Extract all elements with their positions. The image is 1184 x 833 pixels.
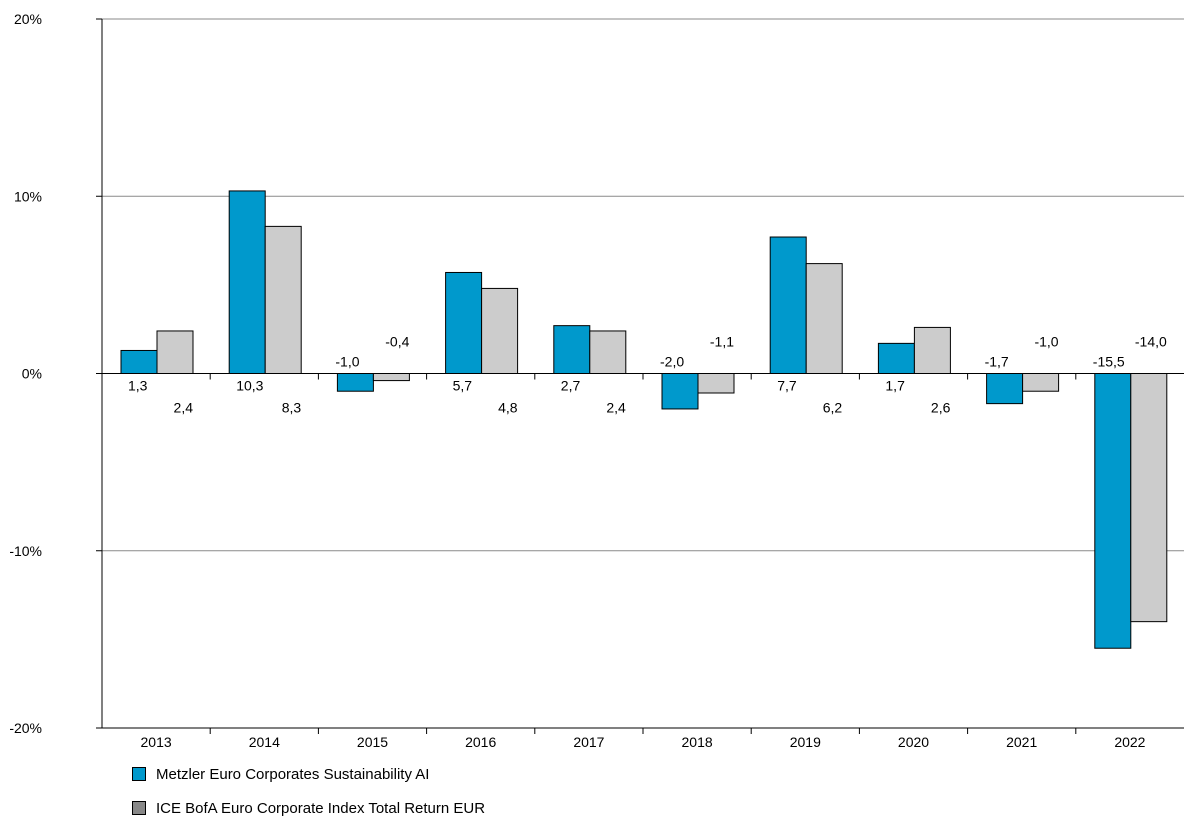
legend-item-metzler: Metzler Euro Corporates Sustainability A… — [132, 765, 485, 783]
bar-ice-bofa-2021 — [1022, 373, 1060, 392]
data-label-metzler-2015: -1,0 — [335, 354, 359, 370]
x-tick-label-2018: 2018 — [682, 734, 713, 750]
bar-metzler-2015 — [336, 373, 374, 392]
data-label-ice-bofa-2018: -1,1 — [710, 334, 734, 350]
bar-metzler-2018 — [661, 373, 699, 410]
x-tick-label-2021: 2021 — [1006, 734, 1037, 750]
data-label-ice-bofa-2017: 2,4 — [606, 400, 626, 416]
bar-metzler-2020 — [877, 342, 915, 374]
bar-metzler-2016 — [445, 271, 483, 374]
data-label-metzler-2018: -2,0 — [660, 354, 684, 370]
y-tick-label: -10% — [9, 543, 42, 559]
data-label-metzler-2020: 1,7 — [885, 378, 905, 394]
bar-ice-bofa-2022 — [1130, 373, 1168, 623]
x-tick-label-2014: 2014 — [249, 734, 280, 750]
bar-metzler-2022 — [1094, 373, 1132, 649]
data-label-ice-bofa-2013: 2,4 — [174, 400, 194, 416]
data-label-ice-bofa-2015: -0,4 — [385, 334, 409, 350]
data-label-metzler-2019: 7,7 — [777, 378, 797, 394]
y-tick-label: 0% — [22, 366, 42, 382]
legend: Metzler Euro Corporates Sustainability A… — [132, 765, 485, 833]
bar-ice-bofa-2017 — [589, 330, 627, 374]
data-label-ice-bofa-2020: 2,6 — [931, 400, 951, 416]
y-tick-label: 20% — [14, 11, 42, 27]
bar-ice-bofa-2015 — [372, 373, 410, 382]
bar-metzler-2019 — [769, 236, 807, 374]
data-label-ice-bofa-2019: 6,2 — [823, 400, 843, 416]
bar-ice-bofa-2018 — [697, 373, 735, 394]
bar-ice-bofa-2016 — [481, 287, 519, 375]
y-tick-label: -20% — [9, 720, 42, 736]
bar-ice-bofa-2019 — [805, 263, 843, 375]
data-label-metzler-2022: -15,5 — [1093, 354, 1125, 370]
legend-item-ice-bofa: ICE BofA Euro Corporate Index Total Retu… — [132, 799, 485, 817]
legend-label-ice-bofa: ICE BofA Euro Corporate Index Total Retu… — [156, 799, 486, 817]
data-label-ice-bofa-2021: -1,0 — [1034, 334, 1058, 350]
bar-ice-bofa-2014 — [264, 225, 302, 374]
data-label-metzler-2016: 5,7 — [453, 378, 473, 394]
data-label-ice-bofa-2022: -14,0 — [1135, 334, 1167, 350]
data-label-metzler-2014: 10,3 — [236, 378, 263, 394]
x-tick-label-2020: 2020 — [898, 734, 929, 750]
data-label-metzler-2017: 2,7 — [561, 378, 581, 394]
y-tick-label: 10% — [14, 188, 42, 204]
data-label-ice-bofa-2014: 8,3 — [282, 400, 302, 416]
x-tick-label-2016: 2016 — [465, 734, 496, 750]
legend-label-metzler: Metzler Euro Corporates Sustainability A… — [156, 765, 430, 783]
x-tick-label-2017: 2017 — [573, 734, 604, 750]
x-tick-label-2013: 2013 — [141, 734, 172, 750]
bar-metzler-2013 — [120, 349, 158, 374]
legend-swatch-ice-bofa — [132, 801, 146, 815]
bar-ice-bofa-2020 — [913, 326, 951, 375]
x-tick-label-2019: 2019 — [790, 734, 821, 750]
bar-metzler-2014 — [228, 190, 266, 374]
bar-metzler-2017 — [553, 325, 591, 374]
data-label-ice-bofa-2016: 4,8 — [498, 400, 518, 416]
x-tick-label-2015: 2015 — [357, 734, 388, 750]
legend-swatch-metzler — [132, 767, 146, 781]
data-label-metzler-2021: -1,7 — [985, 354, 1009, 370]
bar-metzler-2021 — [986, 373, 1024, 405]
x-tick-label-2022: 2022 — [1114, 734, 1145, 750]
data-label-metzler-2013: 1,3 — [128, 378, 148, 394]
bar-ice-bofa-2013 — [156, 330, 194, 374]
